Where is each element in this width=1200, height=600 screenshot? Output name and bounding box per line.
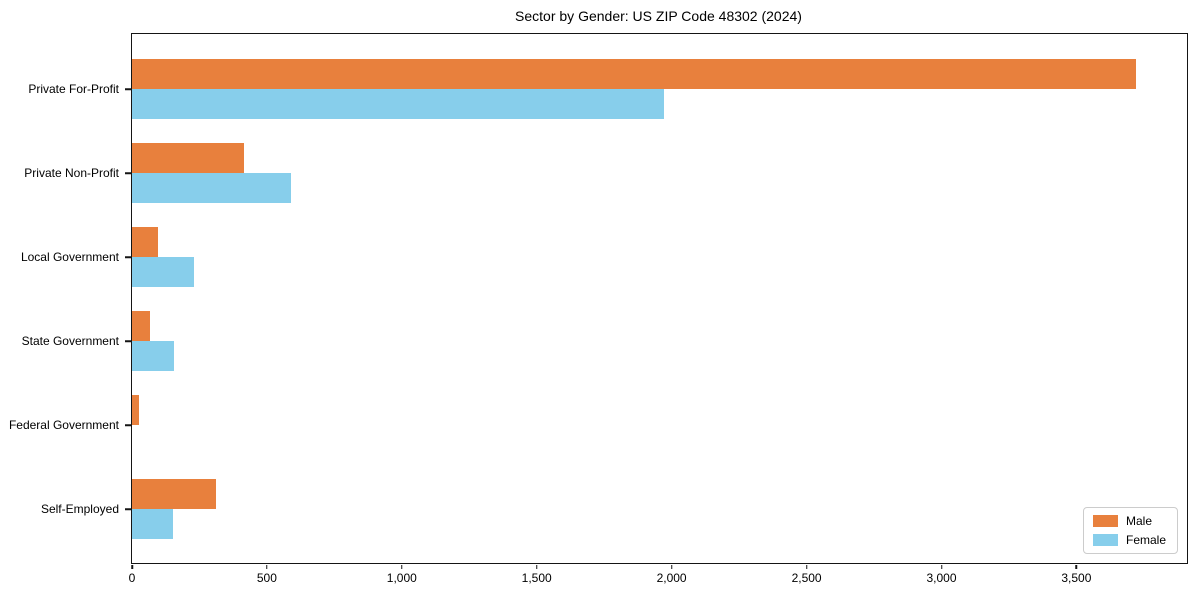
- bar-male-0: [132, 59, 1136, 89]
- chart-title: Sector by Gender: US ZIP Code 48302 (202…: [515, 8, 802, 24]
- bar-female-5: [132, 509, 173, 539]
- x-tick-label: 3,000: [926, 571, 957, 585]
- y-tick-mark: [124, 424, 131, 426]
- bar-female-1: [132, 173, 292, 203]
- y-tick-label: Self-Employed: [40, 502, 119, 516]
- bar-female-0: [132, 89, 664, 119]
- y-tick-mark: [124, 256, 131, 258]
- x-tick-label: 500: [256, 571, 277, 585]
- legend-entry-male: Male: [1092, 514, 1166, 528]
- bar-male-2: [132, 227, 158, 257]
- x-tick-mark: [535, 564, 538, 569]
- y-tick-label: Private Non-Profit: [24, 166, 119, 180]
- x-tick-mark: [805, 564, 808, 569]
- bar-male-5: [132, 479, 216, 509]
- y-tick-label: State Government: [21, 334, 119, 348]
- x-tick-label: 2,500: [791, 571, 822, 585]
- x-tick-label: 3,500: [1061, 571, 1092, 585]
- y-tick-mark: [124, 172, 131, 174]
- x-tick-label: 2,000: [656, 571, 687, 585]
- x-tick-mark: [131, 564, 133, 569]
- x-tick-mark: [401, 564, 403, 569]
- legend-label-female: Female: [1125, 533, 1166, 547]
- y-tick-mark: [124, 508, 131, 510]
- y-tick-label: Local Government: [20, 250, 119, 264]
- x-tick-label: 0: [128, 571, 136, 585]
- y-tick-mark: [124, 340, 131, 342]
- x-tick-mark: [940, 564, 943, 569]
- bar-male-3: [132, 311, 150, 341]
- bar-male-1: [132, 143, 244, 173]
- x-tick-mark: [266, 564, 268, 569]
- legend-label-male: Male: [1125, 514, 1152, 528]
- bar-female-2: [132, 257, 195, 287]
- x-tick-label: 1,500: [521, 571, 552, 585]
- legend-entry-female: Female: [1092, 533, 1166, 547]
- female-series-swatch-icon: [1092, 534, 1118, 546]
- male-series-swatch-icon: [1092, 515, 1118, 527]
- legend: Male Female: [1082, 507, 1178, 554]
- bar-male-4: [132, 395, 139, 425]
- bar-female-3: [132, 341, 174, 371]
- y-tick-label: Private For-Profit: [28, 82, 119, 96]
- x-tick-mark: [670, 564, 673, 569]
- y-tick-label: Federal Government: [8, 418, 119, 432]
- y-tick-mark: [124, 88, 131, 90]
- plot-area: Private For-Profit Private Non-Profit Loca…: [9, 33, 1188, 585]
- x-tick-label: 1,000: [386, 571, 417, 585]
- x-tick-mark: [1075, 564, 1078, 569]
